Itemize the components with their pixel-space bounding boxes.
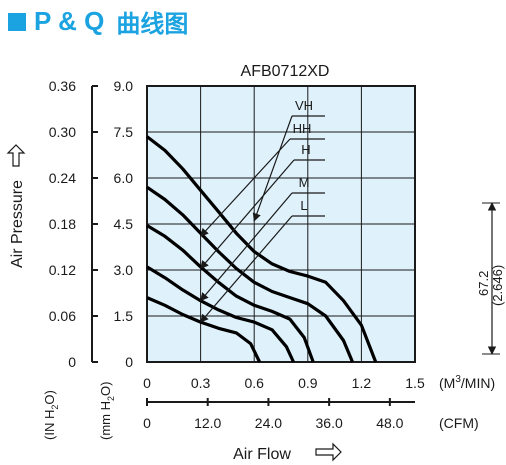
legend-leader-arrow bbox=[200, 215, 293, 323]
chart-title: AFB0712XD bbox=[241, 63, 330, 80]
y-tick-label-in: 0.18 bbox=[49, 216, 76, 232]
x-tick-label-cfm: 12.0 bbox=[194, 415, 221, 431]
legend-leader-arrow bbox=[200, 159, 295, 270]
y-tick-label-in: 0.06 bbox=[49, 308, 76, 324]
header: P & Q 曲线图 bbox=[8, 4, 188, 39]
y-tick-label-mm: 3.0 bbox=[114, 262, 134, 278]
legend-label-hh: HH bbox=[293, 121, 312, 136]
legend-label-l: L bbox=[300, 198, 307, 213]
y-tick-label-in: 0.24 bbox=[49, 170, 76, 186]
x-tick-label-cfm: 24.0 bbox=[255, 415, 282, 431]
header-title-cn: 曲线图 bbox=[116, 10, 189, 38]
y-tick-label-mm: 9.0 bbox=[114, 78, 134, 94]
x-tick-label: 0.3 bbox=[191, 375, 211, 391]
x-tick-label-cfm: 48.0 bbox=[376, 415, 403, 431]
series-line-h bbox=[146, 224, 315, 363]
x-tick-label: 0 bbox=[143, 375, 151, 391]
series-line-m bbox=[146, 265, 295, 363]
y-tick-label-in: 0.12 bbox=[49, 262, 76, 278]
y-tick-label-in: 0 bbox=[68, 354, 76, 370]
x-tick-label: 1.5 bbox=[405, 375, 425, 391]
x-tick-label-cfm: 36.0 bbox=[316, 415, 343, 431]
dimension-label: 67.2 bbox=[476, 271, 491, 296]
series-line-l bbox=[146, 296, 262, 363]
x-tick-label: 0.9 bbox=[298, 375, 318, 391]
legend-label-h: H bbox=[301, 142, 310, 157]
header-title: P & Q bbox=[34, 6, 105, 36]
y-tick-label-in: 0.30 bbox=[49, 124, 76, 140]
plot-frame bbox=[146, 85, 416, 363]
series-line-vh bbox=[146, 135, 378, 363]
y-tick-label-in: 0.36 bbox=[49, 78, 76, 94]
legend-leader-arrow bbox=[200, 138, 291, 237]
legend-leader-arrow bbox=[252, 115, 293, 222]
header-square-icon bbox=[8, 12, 26, 31]
x-axis-title: Air Flow bbox=[233, 446, 291, 463]
y-axis-arrow-icon bbox=[6, 144, 26, 167]
y-tick-label-mm: 0 bbox=[125, 354, 133, 370]
x-unit-bottom: (CFM) bbox=[439, 415, 479, 431]
x-unit-top: (M3/MIN) bbox=[439, 374, 495, 391]
series-line-hh bbox=[146, 185, 354, 363]
y-unit-right: (mm H2O) bbox=[98, 382, 116, 440]
x-tick-label-cfm: 0 bbox=[143, 415, 151, 431]
y-tick-label-mm: 6.0 bbox=[114, 170, 134, 186]
dimension-label-2: (2.646) bbox=[490, 265, 505, 306]
y-axis-title: Air Pressure bbox=[9, 180, 26, 268]
y-tick-label-mm: 4.5 bbox=[114, 216, 134, 232]
legend-label-vh: VH bbox=[295, 98, 313, 113]
x-axis-arrow-icon bbox=[315, 442, 342, 462]
x-tick-label: 1.2 bbox=[352, 375, 372, 391]
y-tick-label-mm: 1.5 bbox=[114, 308, 134, 324]
legend-label-m: M bbox=[299, 175, 310, 190]
x-tick-label: 0.6 bbox=[244, 375, 264, 391]
legend-leader-arrow bbox=[200, 192, 293, 302]
y-tick-label-mm: 7.5 bbox=[114, 124, 134, 140]
y-unit-left: (IN H2O) bbox=[42, 390, 60, 440]
